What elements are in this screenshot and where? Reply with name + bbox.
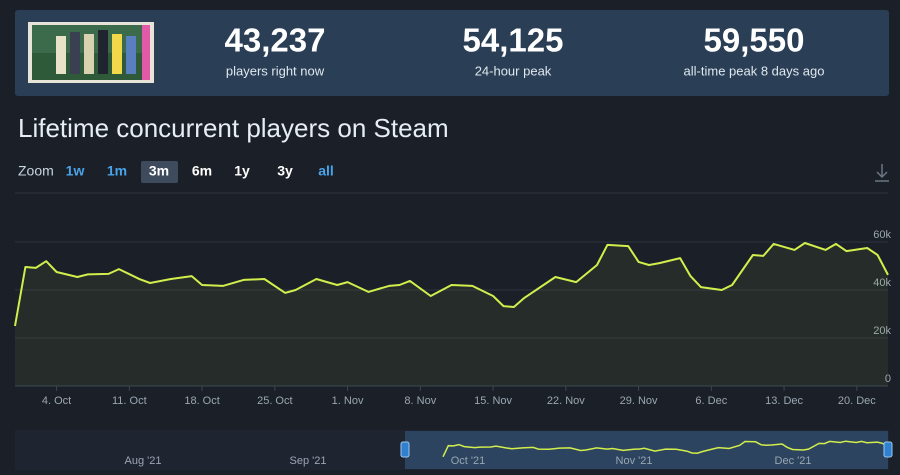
thumbnail-figure (112, 34, 122, 74)
thumbnail-figure (56, 36, 66, 74)
thumbnail-figure (98, 30, 108, 74)
stats: 43,237 players right now 54,125 24-hour pea… (225, 22, 825, 79)
zoom-active-background (141, 161, 178, 183)
thumbnail-figure (126, 36, 136, 74)
x-tick-label: 13. Dec (765, 395, 803, 407)
thumbnail-accent (142, 25, 150, 80)
x-tick-label: 8. Nov (404, 395, 436, 407)
navigator (15, 430, 889, 470)
chart-title: Lifetime concurrent players on Steam (18, 113, 449, 143)
y-tick-label: 40k (873, 277, 891, 289)
navigator-label: Nov '21 (616, 455, 653, 467)
zoom-button[interactable]: 1y (234, 163, 250, 179)
zoom-button[interactable]: all (318, 163, 334, 179)
zoom-button[interactable]: 3m (149, 163, 169, 179)
zoom-button[interactable]: 1w (66, 163, 85, 179)
navigator-label: Oct '21 (451, 455, 486, 467)
x-tick-label: 4. Oct (42, 395, 71, 407)
thumbnail-figure (84, 34, 94, 74)
thumbnail-figure (70, 32, 80, 74)
area (15, 243, 888, 386)
zoom-button[interactable]: 3y (277, 163, 293, 179)
navigator-label: Dec '21 (775, 455, 812, 467)
x-tick-label: 6. Dec (695, 395, 727, 407)
stat-value: 43,237 (225, 22, 326, 59)
navigator-label: Aug '21 (125, 455, 162, 467)
x-tick-label: 25. Oct (257, 395, 292, 407)
plot: 0 20k 40k 60k 4. Oct 11. Oct 18. Oct 25. Oct 1. … (14, 229, 891, 407)
navigator-label: Sep '21 (290, 455, 327, 467)
navigator-line (442, 440, 889, 458)
x-tick-label: 22. Nov (547, 395, 585, 407)
zoom-button[interactable]: 1m (107, 163, 127, 179)
y-tick-label: 20k (873, 325, 891, 337)
x-tick-label: 29. Nov (620, 395, 658, 407)
x-tick-label: 1. Nov (332, 395, 364, 407)
stats-card (15, 10, 889, 96)
zoom-label: Zoom (18, 163, 54, 179)
line (14, 242, 889, 327)
stat-label: all-time peak 8 days ago (684, 63, 825, 78)
x-tick-label: 15. Nov (474, 395, 512, 407)
x-tick-label: 20. Dec (838, 395, 876, 407)
download-icon (876, 171, 888, 179)
navigator-content: Aug '21 Sep '21 Oct '21 Nov '21 Dec '21 (125, 431, 893, 469)
navigator-handle[interactable] (883, 441, 893, 458)
x-tick-label: 11. Oct (112, 395, 147, 407)
y-tick-label: 0 (885, 373, 891, 385)
x-tick-label: 18. Oct (184, 395, 219, 407)
stat-label: 24-hour peak (475, 63, 552, 78)
zoom-button[interactable]: 6m (192, 163, 212, 179)
stat-value: 59,550 (704, 22, 805, 59)
stat-label: players right now (226, 63, 325, 78)
game-thumbnail[interactable] (28, 22, 154, 83)
download-button[interactable] (875, 164, 889, 182)
y-tick-label: 60k (873, 229, 891, 241)
navigator-handle[interactable] (400, 441, 410, 458)
stat-value: 54,125 (463, 22, 564, 59)
